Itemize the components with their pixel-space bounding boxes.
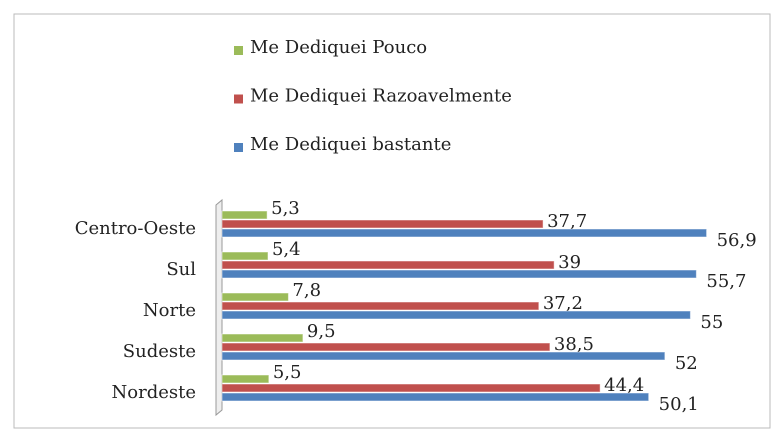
bar (221, 251, 269, 261)
data-label: 5,3 (271, 198, 300, 219)
legend-swatch (234, 46, 243, 55)
data-label: 55 (700, 312, 723, 333)
bar (221, 342, 551, 352)
bar (221, 301, 540, 311)
bar (221, 392, 650, 402)
data-label: 44,4 (604, 375, 644, 396)
data-label: 5,5 (273, 362, 302, 383)
y-tick-label: Nordeste (112, 382, 197, 403)
data-label: 38,5 (554, 334, 594, 355)
bar (221, 260, 555, 270)
bar (221, 383, 601, 393)
legend-label: Me Dediquei Pouco (250, 37, 427, 58)
data-label: 52 (675, 353, 698, 374)
legend-label: Me Dediquei Razoavelmente (250, 86, 512, 107)
axis-wall (215, 198, 223, 417)
y-tick-label: Sudeste (123, 341, 196, 362)
y-tick-label: Norte (143, 300, 196, 321)
data-label: 39 (558, 252, 581, 273)
data-label: 5,4 (272, 239, 301, 260)
data-label: 50,1 (659, 394, 699, 415)
bar (221, 269, 697, 279)
data-label: 56,9 (717, 230, 757, 251)
bar (221, 292, 289, 302)
legend-swatch (234, 143, 243, 152)
legend-swatch (234, 94, 243, 104)
bar (221, 374, 270, 384)
data-label: 55,7 (706, 271, 746, 292)
y-tick-label: Sul (166, 259, 196, 280)
bar (221, 228, 708, 238)
bar (221, 210, 268, 220)
y-tick-label: Centro-Oeste (75, 218, 196, 239)
data-label: 37,2 (543, 293, 583, 314)
bar (221, 219, 544, 229)
bar (221, 333, 304, 343)
bar (221, 310, 691, 320)
data-label: 7,8 (292, 280, 321, 301)
bar (221, 351, 666, 361)
legend-label: Me Dediquei bastante (250, 134, 451, 155)
data-label: 37,7 (547, 211, 587, 232)
data-label: 9,5 (307, 321, 336, 342)
